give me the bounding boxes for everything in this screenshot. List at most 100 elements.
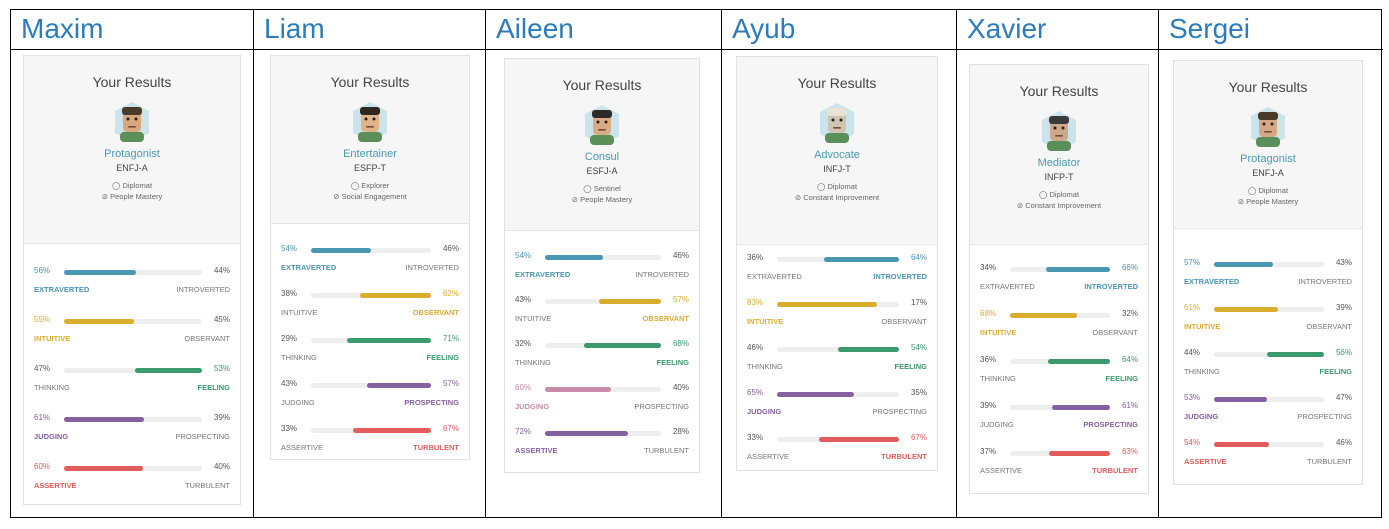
trait-row: 34% 66% EXTRAVERTED INTROVERTED (970, 263, 1148, 297)
trait-bar-row: 43% 57% (271, 379, 469, 391)
trait-bar-row: 34% 66% (970, 263, 1148, 275)
trait-bar-row: 53% 47% (1174, 393, 1362, 405)
left-trait-label: INTUITIVE (515, 314, 552, 323)
right-percent: 64% (1121, 355, 1138, 364)
trait-bar-row: 57% 43% (1174, 258, 1362, 270)
trait-bar-fill (353, 428, 431, 433)
right-percent: 39% (1335, 303, 1352, 312)
left-percent: 72% (515, 427, 532, 436)
trait-bar-track (545, 255, 661, 260)
person-column: Maxim Your Results Protagonist ENFJ-A ◯︎… (11, 10, 254, 517)
right-trait-label: PROSPECTING (1297, 412, 1352, 421)
tag-icon: ◯︎ (111, 181, 121, 190)
right-percent: 56% (1335, 348, 1352, 357)
trait-bar-track (64, 417, 202, 422)
left-percent: 37% (980, 447, 997, 456)
results-title: Your Results (797, 75, 877, 91)
person-name: Liam (264, 13, 325, 44)
left-percent: 53% (1184, 393, 1201, 402)
trait-bar-track (64, 319, 202, 324)
right-percent: 71% (442, 334, 459, 343)
trait-row: 68% 32% INTUITIVE OBSERVANT (970, 309, 1148, 343)
column-header: Maxim (11, 10, 253, 50)
trait-bar-row: 36% 64% (970, 355, 1148, 367)
results-header: Your Results Advocate INFJ-T ◯︎ Diplomat… (737, 57, 937, 245)
left-trait-label: ASSERTIVE (34, 481, 77, 490)
left-percent: 44% (1184, 348, 1201, 357)
comparison-table: Maxim Your Results Protagonist ENFJ-A ◯︎… (10, 9, 1383, 518)
trait-bar-fill (64, 466, 143, 471)
trait-row: 60% 40% ASSERTIVE TURBULENT (24, 462, 240, 496)
role-label: Diplomat (827, 182, 858, 191)
left-trait-label: THINKING (1184, 367, 1220, 376)
right-trait-label: INTROVERTED (1298, 277, 1352, 286)
right-trait-label: PROSPECTING (175, 432, 230, 441)
trait-row: 44% 56% THINKING FEELING (1174, 348, 1362, 382)
left-trait-label: INTUITIVE (34, 334, 71, 343)
trait-row: 83% 17% INTUITIVE OBSERVANT (737, 298, 937, 332)
trait-bar-row: 72% 28% (505, 427, 699, 439)
trait-bar-row: 37% 63% (970, 447, 1148, 459)
tag-icon: ◯︎ (1247, 186, 1257, 195)
personality-type[interactable]: Entertainer (343, 148, 397, 160)
right-trait-label: INTROVERTED (1084, 282, 1138, 291)
trait-row: 32% 68% THINKING FEELING (505, 339, 699, 373)
trait-bar-track (311, 428, 431, 433)
left-percent: 54% (515, 251, 532, 260)
trait-bar-fill (64, 270, 136, 275)
right-trait-label: TURBULENT (1092, 466, 1138, 475)
trait-bar-row: 55% 45% (24, 315, 240, 327)
right-percent: 67% (442, 424, 459, 433)
right-trait-label: TURBULENT (413, 443, 459, 452)
left-percent: 54% (1184, 438, 1201, 447)
left-percent: 46% (747, 343, 764, 352)
strategy-line: ⊘ Constant Improvement (970, 201, 1148, 210)
person-name: Sergei (1169, 13, 1250, 44)
right-percent: 57% (672, 295, 689, 304)
personality-type[interactable]: Advocate (814, 149, 860, 161)
right-trait-label: OBSERVANT (1306, 322, 1352, 331)
role-line: ◯︎ Diplomat (737, 182, 937, 191)
trait-bar-fill (545, 431, 628, 436)
strategy-label: Constant Improvement (1025, 201, 1102, 210)
right-percent: 66% (1121, 263, 1138, 272)
trait-bar-track (311, 248, 431, 253)
personality-type[interactable]: Mediator (1037, 157, 1081, 169)
left-percent: 43% (281, 379, 298, 388)
left-percent: 36% (747, 253, 764, 262)
avatar-icon (112, 100, 152, 144)
right-trait-label: TURBULENT (881, 452, 927, 461)
results-card: Your Results Advocate INFJ-T ◯︎ Diplomat… (736, 56, 938, 471)
right-percent: 61% (1121, 401, 1138, 410)
left-trait-label: INTUITIVE (1184, 322, 1221, 331)
trait-bar-track (64, 368, 202, 373)
personality-type[interactable]: Protagonist (104, 148, 160, 160)
avatar-icon (817, 101, 857, 145)
strategy-line: ⊘ People Mastery (1174, 197, 1362, 206)
left-trait-label: ASSERTIVE (1184, 457, 1227, 466)
trait-bar-fill (1214, 262, 1273, 267)
right-percent: 39% (213, 413, 230, 422)
person-column: Aileen Your Results Consul ESFJ-A ◯︎ Sen… (486, 10, 722, 517)
trait-row: 61% 39% INTUITIVE OBSERVANT (1174, 303, 1362, 337)
right-percent: 17% (910, 298, 927, 307)
right-percent: 62% (442, 289, 459, 298)
strategy-label: People Mastery (1246, 197, 1299, 206)
trait-bar-row: 54% 46% (505, 251, 699, 263)
results-card: Your Results Protagonist ENFJ-A ◯︎ Diplo… (23, 55, 241, 505)
personality-code: ESFJ-A (586, 166, 618, 176)
personality-type[interactable]: Protagonist (1240, 153, 1296, 165)
right-percent: 35% (910, 388, 927, 397)
trait-bar-track (777, 302, 899, 307)
results-title: Your Results (330, 74, 410, 90)
results-header: Your Results Consul ESFJ-A ◯︎ Sentinel ⊘… (505, 59, 699, 231)
trait-bar-row: 61% 39% (24, 413, 240, 425)
trait-bar-track (1214, 262, 1324, 267)
person-column: Liam Your Results Entertainer ESFP-T ◯︎ … (254, 10, 486, 517)
strategy-line: ⊘ People Mastery (505, 195, 699, 204)
right-trait-label: OBSERVANT (184, 334, 230, 343)
trait-row: 54% 46% EXTRAVERTED INTROVERTED (271, 244, 469, 278)
trait-bar-track (545, 299, 661, 304)
trait-bar-row: 44% 56% (1174, 348, 1362, 360)
personality-type[interactable]: Consul (584, 151, 620, 163)
